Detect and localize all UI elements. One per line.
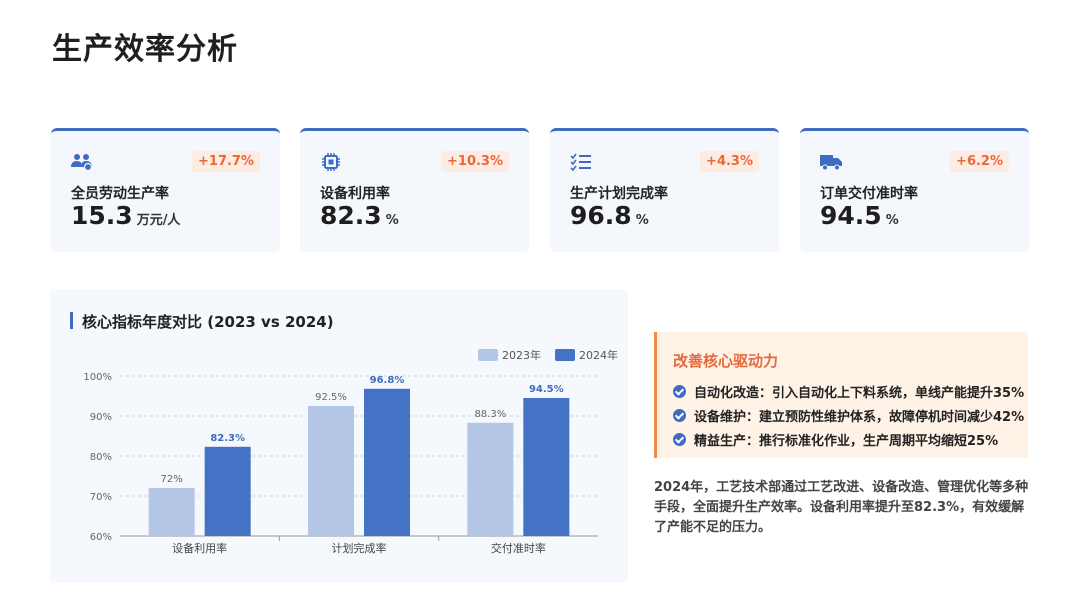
kpi-change-badge: +10.3%	[441, 151, 509, 172]
summary-paragraph: 2024年，工艺技术部通过工艺改进、设备改造、管理优化等多种手段，全面提升生产效…	[654, 480, 1029, 535]
legend-swatch-2024	[555, 349, 575, 361]
driver-item-text: 精益生产：推行标准化作业，生产周期平均缩短25%	[694, 434, 999, 449]
kpi-card-plan-completion: +4.3% 生产计划完成率 96.8%	[550, 128, 779, 252]
data-label: 88.3%	[474, 409, 506, 420]
team-icon	[71, 154, 93, 171]
x-tick-label: 交付准时率	[491, 541, 546, 555]
check-circle-icon	[673, 409, 686, 422]
kpi-value: 96.8	[570, 201, 632, 230]
y-tick-label: 70%	[90, 492, 112, 503]
kpi-unit: %	[385, 213, 399, 228]
driver-item: 设备维护：建立预防性维护体系，故障停机时间减少42%	[673, 406, 1024, 425]
driver-item-text: 自动化改造：引入自动化上下料系统，单线产能提升35%	[694, 386, 1025, 401]
chart-title: 核心指标年度对比 (2023 vs 2024)	[82, 313, 334, 331]
y-tick-label: 90%	[90, 412, 112, 423]
driver-item-text: 设备维护：建立预防性维护体系，故障停机时间减少42%	[694, 410, 1025, 425]
kpi-label: 生产计划完成率	[570, 186, 668, 202]
kpi-label: 订单交付准时率	[820, 186, 918, 202]
kpi-value: 94.5	[820, 201, 882, 230]
kpi-unit: %	[635, 213, 649, 228]
legend-swatch-2023	[478, 349, 498, 361]
bar-chart: 60% 70% 80% 90% 100% 72% 82.3% 设备利用率 92.5% 96.8% 计…	[83, 372, 598, 555]
data-label: 82.3%	[210, 433, 245, 444]
chart-panel: 核心指标年度对比 (2023 vs 2024) 2023年 2024年 60% 7…	[50, 289, 628, 583]
checklist-icon	[570, 153, 591, 171]
drivers-title: 改善核心驱动力	[673, 352, 779, 370]
chip-icon	[322, 153, 340, 171]
drivers-callout: 改善核心驱动力 自动化改造：引入自动化上下料系统，单线产能提升35% 设备维护：…	[654, 332, 1028, 458]
check-circle-icon	[673, 433, 686, 446]
bar-2024	[523, 398, 570, 536]
y-tick-label: 80%	[90, 452, 112, 463]
legend-label-2024: 2024年	[579, 349, 618, 362]
bar-2023	[467, 422, 514, 536]
data-label: 96.8%	[370, 375, 405, 386]
data-label: 92.5%	[315, 392, 347, 403]
kpi-change-badge: +4.3%	[700, 151, 759, 172]
kpi-label: 设备利用率	[320, 186, 390, 202]
driver-item: 自动化改造：引入自动化上下料系统，单线产能提升35%	[673, 382, 1024, 401]
bar-2023	[308, 406, 354, 536]
check-circle-icon	[673, 385, 686, 398]
kpi-value: 15.3	[71, 201, 133, 230]
data-label: 72%	[161, 474, 183, 485]
y-tick-label: 60%	[90, 532, 112, 543]
kpi-label: 全员劳动生产率	[71, 186, 169, 202]
x-tick-label: 设备利用率	[172, 541, 227, 555]
kpi-unit: %	[885, 213, 899, 228]
driver-item: 精益生产：推行标准化作业，生产周期平均缩短25%	[673, 430, 998, 449]
kpi-card-labor-productivity: +17.7% 全员劳动生产率 15.3 万元/人	[51, 128, 280, 252]
bar-2024	[204, 446, 251, 536]
bar-2023	[148, 488, 195, 536]
kpi-change-badge: +17.7%	[192, 151, 260, 172]
kpi-card-equipment-utilization: +10.3% 设备利用率 82.3%	[300, 128, 529, 252]
truck-icon	[820, 155, 842, 171]
legend-label-2023: 2023年	[502, 349, 541, 362]
chart-legend: 2023年 2024年	[478, 347, 618, 363]
kpi-change-badge: +6.2%	[950, 151, 1009, 172]
page-title: 生产效率分析	[52, 32, 238, 67]
data-label: 94.5%	[529, 384, 564, 395]
bar-2024	[364, 388, 410, 536]
kpi-unit: 万元/人	[136, 213, 181, 228]
y-tick-label: 100%	[83, 372, 112, 383]
chart-title-accent	[70, 312, 73, 329]
x-tick-label: 计划完成率	[332, 541, 387, 555]
kpi-card-on-time-delivery: +6.2% 订单交付准时率 94.5%	[800, 128, 1029, 252]
kpi-value: 82.3	[320, 201, 382, 230]
